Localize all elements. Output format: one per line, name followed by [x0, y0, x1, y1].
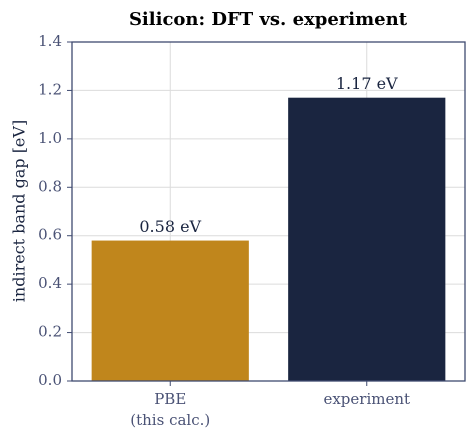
value-label: 0.58 eV [139, 217, 201, 236]
y-tick-label: 1.4 [38, 32, 62, 50]
bar [91, 240, 249, 381]
chart-title: Silicon: DFT vs. experiment [129, 9, 408, 30]
y-tick-label: 1.2 [38, 80, 62, 98]
y-tick-label: 1.0 [38, 129, 62, 147]
x-tick-label: PBE (this calc.) [130, 390, 210, 429]
value-label: 1.17 eV [336, 74, 398, 93]
plot-frame [71, 41, 466, 382]
x-tick-label: experiment [323, 390, 410, 408]
y-tick-label: 0.4 [38, 274, 62, 292]
bar [288, 97, 446, 381]
x-tick-line: PBE [154, 390, 186, 408]
y-tick-label: 0.0 [38, 371, 62, 389]
x-tick-line: experiment [323, 390, 410, 408]
y-tick-label: 0.6 [38, 226, 62, 244]
y-axis-label: indirect band gap [eV] [10, 120, 29, 302]
y-tick-label: 0.8 [38, 177, 62, 195]
x-tick-line: (this calc.) [130, 411, 210, 429]
y-tick-label: 0.2 [38, 323, 62, 341]
